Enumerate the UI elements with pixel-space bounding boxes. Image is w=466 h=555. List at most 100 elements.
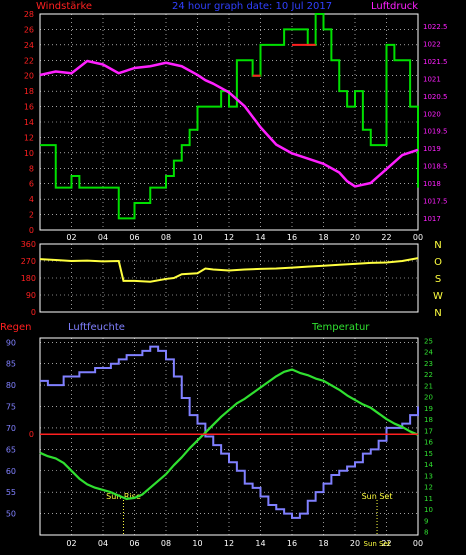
panel3-x-tick-label: 10 (192, 539, 202, 548)
temperature-tick-label: 19 (424, 405, 433, 413)
pressure-tick-label: 1017.5 (423, 197, 448, 205)
compass-letter: N (434, 308, 441, 319)
temperature-tick-label: 23 (424, 360, 433, 368)
direction-tick-label: 360 (21, 240, 36, 249)
panel3-frame (39, 337, 419, 536)
humidity-tick-label: 85 (6, 360, 16, 369)
pressure-tick-label: 1022.5 (423, 23, 448, 31)
wind-tick-label: 24 (24, 41, 34, 50)
humidity-tick-label: 55 (6, 488, 16, 497)
panel1-x-tick-label: 22 (381, 233, 391, 242)
sun-set-axis-label: Sun Set (364, 540, 391, 548)
direction-tick-label: 180 (21, 274, 36, 283)
humidity-line (40, 345, 419, 519)
panel3-x-tick-label: 08 (161, 539, 171, 548)
panel3-x-tick-label: 14 (255, 539, 265, 548)
temperature-tick-label: 14 (424, 461, 433, 469)
wind-axis-label: Windstärke (36, 1, 92, 12)
wind-tick-label: 12 (24, 133, 34, 142)
panel1-x-tick-label: 12 (224, 233, 234, 242)
humidity-tick-label: 50 (6, 510, 16, 519)
temperature-tick-label: 13 (424, 472, 433, 480)
panel3-x-tick-label: 18 (318, 539, 328, 548)
panel1-x-tick-label: 14 (255, 233, 265, 242)
wind-tick-label: 16 (24, 103, 34, 112)
wind-tick-label: 10 (24, 149, 34, 158)
panel1-x-tick-label: 08 (161, 233, 171, 242)
panel3-x-tick-label: 20 (350, 539, 360, 548)
humidity-tick-label: 90 (6, 338, 16, 347)
temperature-label: Temperatur (311, 322, 370, 333)
panel1-x-tick-label: 02 (66, 233, 76, 242)
panel3-x-tick-label: 04 (98, 539, 108, 548)
panel3-x-tick-label: 22 (381, 539, 391, 548)
panel1-x-tick-label: 00 (413, 233, 423, 242)
temperature-tick-label: 18 (424, 416, 433, 424)
temperature-tick-label: 17 (424, 427, 433, 435)
temperature-tick-label: 21 (424, 382, 433, 390)
wind-tick-label: 6 (29, 180, 34, 189)
wind-tick-label: 20 (24, 72, 34, 81)
pressure-tick-label: 1018 (423, 180, 441, 188)
temperature-line (39, 368, 419, 501)
wind-tick-label: 2 (29, 211, 34, 220)
wind-tick-label: 26 (24, 25, 34, 34)
panel1-x-tick-label: 16 (287, 233, 297, 242)
pressure-tick-label: 1017 (423, 215, 441, 223)
humidity-tick-label: 80 (6, 381, 16, 390)
panel1-x-tick-label: 06 (129, 233, 139, 242)
wind-tick-label: 18 (24, 87, 34, 96)
rain-label: Regen (0, 322, 32, 333)
temperature-tick-label: 25 (424, 337, 433, 345)
panel3-x-tick-label: 00 (413, 539, 423, 548)
pressure-line (39, 59, 419, 188)
compass-letter: N (434, 240, 441, 251)
rain-tick-label: 0 (29, 430, 34, 439)
panel3-x-tick-label: 02 (66, 539, 76, 548)
temperature-tick-label: 8 (424, 529, 428, 537)
humidity-tick-label: 75 (6, 403, 16, 412)
pressure-tick-label: 1019.5 (423, 128, 448, 136)
compass-letter: W (433, 291, 443, 302)
sun-set-label: Sun Set (362, 492, 393, 501)
temperature-tick-label: 11 (424, 495, 433, 503)
wind-tick-label: 28 (24, 10, 34, 19)
compass-letter: S (435, 274, 441, 285)
humidity-tick-label: 70 (6, 424, 16, 433)
humidity-tick-label: 65 (6, 445, 16, 454)
wind-tick-label: 14 (24, 118, 34, 127)
temperature-tick-label: 10 (424, 506, 433, 514)
panel3-x-tick-label: 06 (129, 539, 139, 548)
wind-tick-label: 8 (29, 164, 34, 173)
panel1-x-tick-label: 10 (192, 233, 202, 242)
direction-tick-label: 270 (21, 257, 36, 266)
pressure-tick-label: 1020.5 (423, 93, 448, 101)
pressure-axis-label: Luftdruck (371, 1, 418, 12)
humidity-label: Luftfeuchte (68, 322, 125, 333)
temperature-tick-label: 20 (424, 394, 433, 402)
wind-direction-line (39, 257, 419, 283)
temperature-tick-label: 9 (424, 517, 428, 525)
panel1-x-tick-label: 04 (98, 233, 108, 242)
pressure-tick-label: 1021 (423, 75, 441, 83)
panel1-x-tick-label: 18 (318, 233, 328, 242)
temperature-tick-label: 24 (424, 349, 433, 357)
direction-tick-label: 0 (31, 308, 36, 317)
pressure-tick-label: 1022 (423, 41, 441, 49)
temperature-tick-label: 16 (424, 439, 433, 447)
panel2-frame (39, 243, 419, 313)
wind-tick-label: 4 (29, 195, 34, 204)
panel3-x-tick-label: 16 (287, 539, 297, 548)
chart-title: 24 hour graph date: 10 Jul 2017 (172, 1, 332, 12)
wind-tick-label: 22 (24, 56, 34, 65)
wind-tick-label: 0 (29, 226, 34, 235)
wind-speed-line (40, 13, 419, 220)
compass-letter: O (434, 257, 442, 268)
pressure-tick-label: 1018.5 (423, 163, 448, 171)
pressure-tick-label: 1020 (423, 110, 441, 118)
temperature-tick-label: 22 (424, 371, 433, 379)
direction-tick-label: 90 (26, 291, 36, 300)
pressure-tick-label: 1019 (423, 145, 441, 153)
temperature-tick-label: 15 (424, 450, 433, 458)
